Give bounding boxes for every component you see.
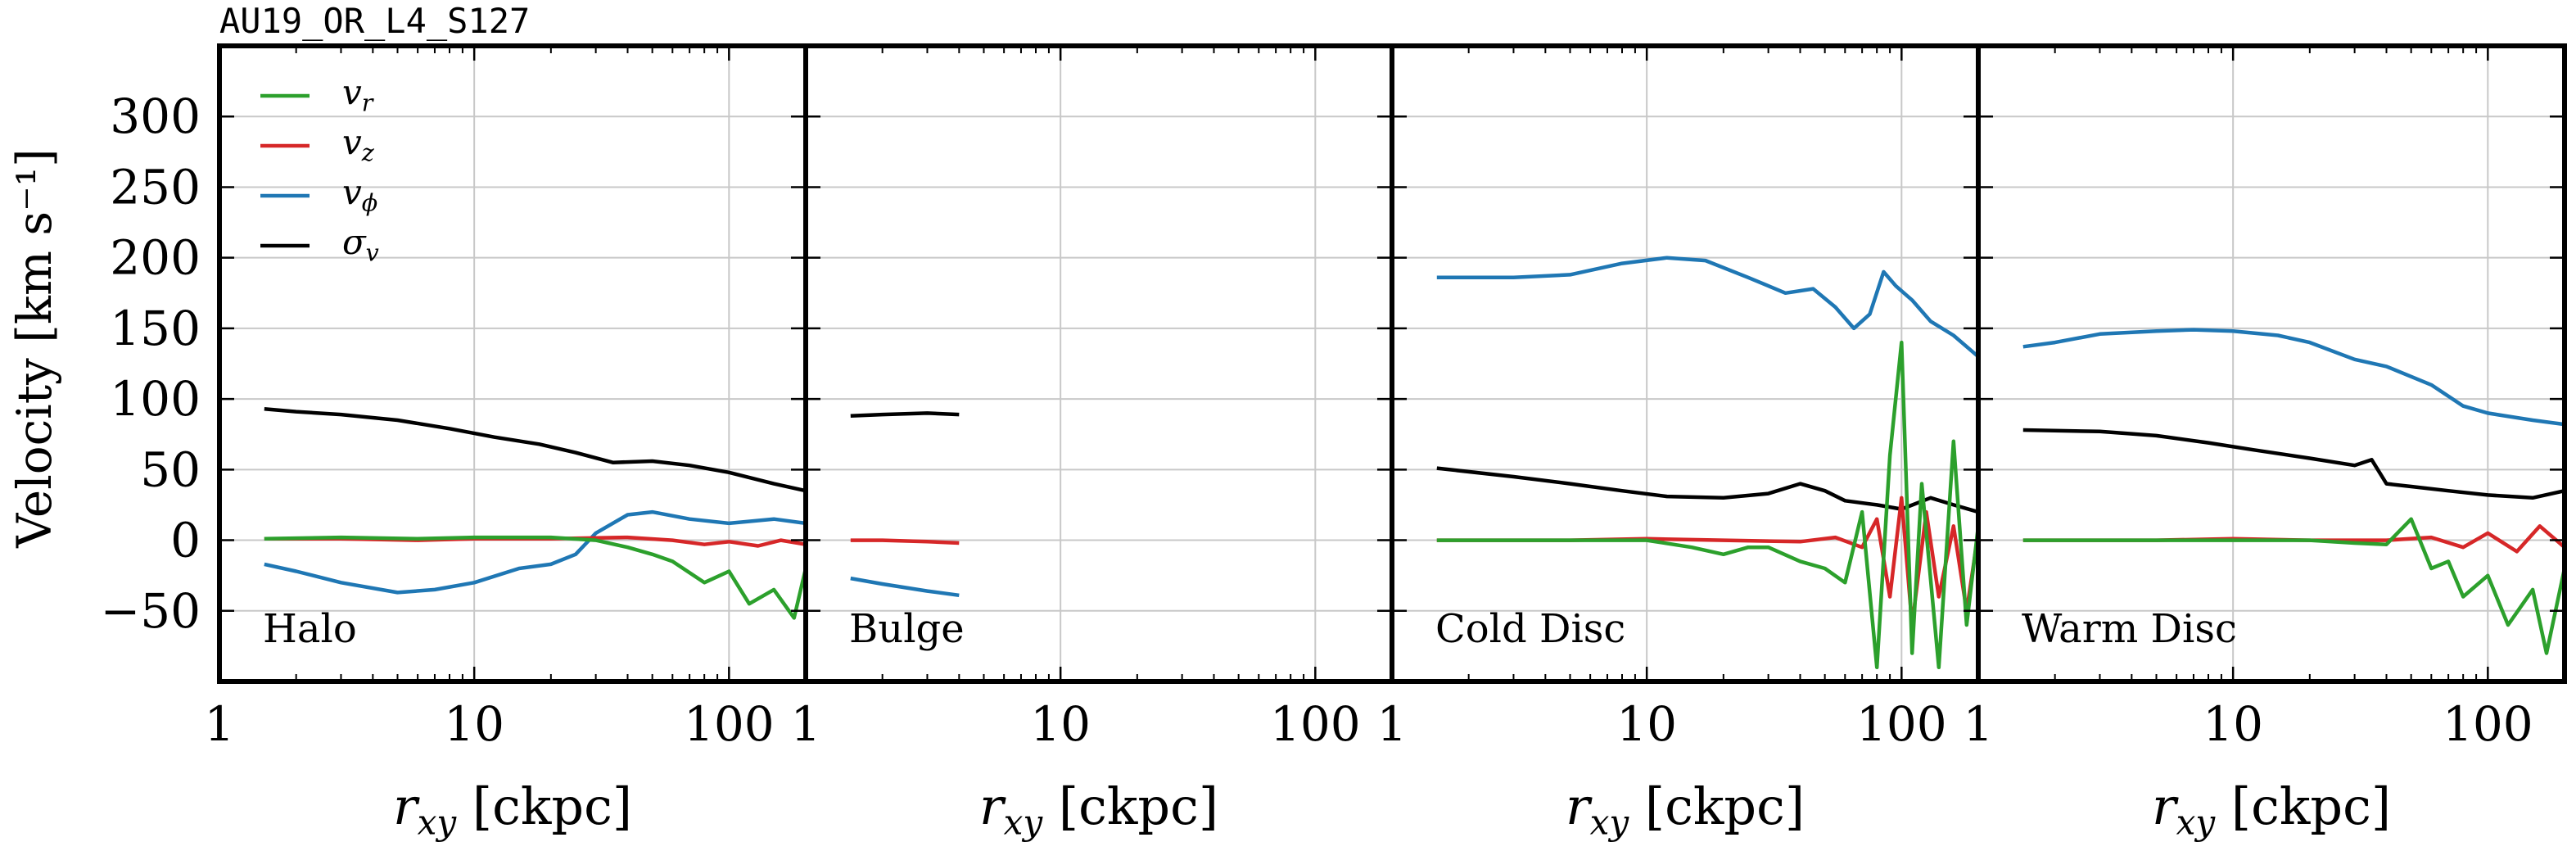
x-axis-label-symbol: r [1566, 776, 1593, 836]
plot-frame [217, 43, 808, 684]
x-tick-label: 100 [1270, 696, 1361, 752]
legend-symbol: v [342, 122, 362, 162]
series-line-vphi [2022, 328, 2565, 427]
y-tick-label: 100 [110, 371, 201, 427]
legend-symbol: σ [342, 222, 367, 262]
y-tick-label: 50 [140, 441, 201, 497]
legend-subscript: v [366, 239, 379, 267]
panel-label: Warm Disc [2022, 606, 2237, 652]
x-tick-label: 10 [1616, 696, 1677, 752]
legend-symbol: v [342, 172, 362, 212]
x-tick-label: 10 [2203, 696, 2263, 752]
x-tick-label: 1 [791, 696, 821, 752]
x-axis-label-unit: [ckpc] [1042, 776, 1218, 836]
x-axis-label-symbol: r [979, 776, 1006, 836]
x-tick-label: 1 [1964, 696, 1994, 752]
series-group [1436, 256, 1978, 670]
panel-warm-disc: 1 10 100 Warm Disc rxy [ckpc] [1964, 43, 2567, 843]
series-group [2022, 328, 2565, 655]
panel-label: Halo [263, 606, 357, 652]
legend-label-vphi: vϕ [342, 172, 377, 217]
legend-label-sigma: σv [342, 222, 379, 267]
y-tick-label: 0 [170, 513, 201, 568]
y-tick-label: −50 [101, 583, 201, 639]
x-axis-label: rxy [ckpc] [2152, 776, 2391, 843]
legend-label-vr: vr [342, 72, 375, 117]
x-tick-label: 10 [1030, 696, 1091, 752]
legend-symbol: v [342, 72, 362, 112]
legend-subscript: ϕ [362, 189, 377, 217]
x-tick-label: 100 [1856, 696, 1947, 752]
series-line-vphi [850, 576, 960, 598]
x-axis-label-unit: [ckpc] [1629, 776, 1805, 836]
series-line-vr [1436, 340, 1978, 670]
panel-bulge: 1 10 100 Bulge rxy [ckpc] [791, 43, 1394, 843]
y-tick-label: 300 [110, 88, 201, 144]
x-axis-label: rxy [ckpc] [1566, 776, 1805, 843]
panel-label: Cold Disc [1435, 606, 1625, 652]
panel-label: Bulge [849, 606, 965, 652]
x-axis-label-unit: [ckpc] [456, 776, 632, 836]
y-tick-label: 200 [110, 230, 201, 286]
series-line-sigma [850, 411, 960, 419]
y-tick-label: 150 [110, 301, 201, 356]
x-tick-label: 100 [2443, 696, 2533, 752]
x-axis-label-subscript: xy [1590, 803, 1630, 843]
figure-title: AU19_OR_L4_S127 [219, 1, 530, 41]
y-axis-label: Velocity [km s⁻¹] [7, 148, 62, 548]
series-group [850, 411, 960, 598]
x-tick-label: 100 [684, 696, 775, 752]
x-axis-label: rxy [ckpc] [979, 776, 1218, 843]
x-axis-label-symbol: r [393, 776, 420, 836]
series-line-sigma [264, 406, 806, 493]
plot-frame [1976, 43, 2567, 684]
x-axis-label-subscript: xy [2176, 803, 2217, 843]
legend-subscript: z [361, 139, 375, 167]
x-tick-label: 10 [444, 696, 504, 752]
panel-cold-disc: 1 10 100 Cold Disc rxy [ckpc] [1377, 43, 1981, 843]
x-axis-label-subscript: xy [1004, 803, 1044, 843]
x-axis-label-unit: [ckpc] [2215, 776, 2391, 836]
series-line-sigma [2022, 428, 2565, 500]
x-axis-label: rxy [ckpc] [393, 776, 632, 843]
legend-subscript: r [362, 89, 375, 117]
series-line-vphi [264, 509, 806, 595]
x-axis-label-symbol: r [2152, 776, 2179, 836]
x-axis-label-subscript: xy [418, 803, 458, 843]
x-tick-label: 1 [1377, 696, 1408, 752]
series-line-vr [264, 535, 806, 620]
series-line-sigma [1436, 466, 1978, 514]
series-line-vz [850, 538, 960, 545]
legend-label-vz: vz [342, 122, 375, 167]
x-tick-label: 1 [205, 696, 235, 752]
y-tick-label: 250 [110, 159, 201, 215]
series-group [264, 406, 806, 620]
series-line-vr [2022, 517, 2565, 655]
series-line-vphi [1436, 256, 1978, 359]
